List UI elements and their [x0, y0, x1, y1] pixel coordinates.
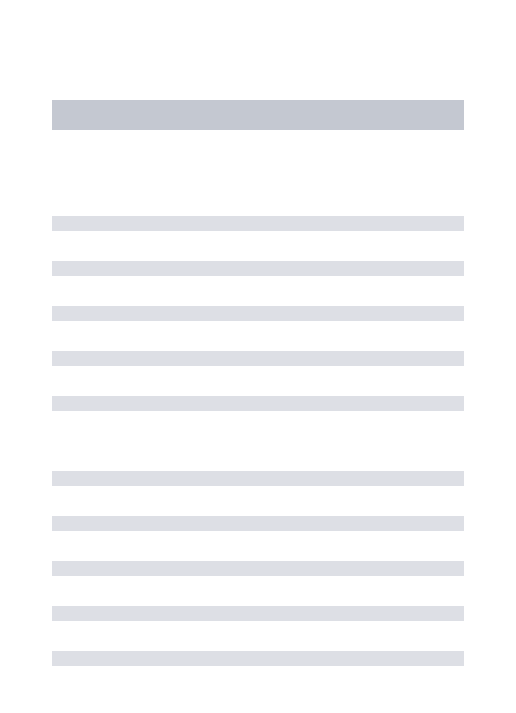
header-placeholder	[52, 100, 464, 130]
skeleton-container	[0, 0, 516, 666]
section-gap	[52, 441, 464, 471]
text-line-placeholder	[52, 516, 464, 531]
text-line-placeholder	[52, 651, 464, 666]
text-line-placeholder	[52, 306, 464, 321]
text-line-placeholder	[52, 606, 464, 621]
text-line-placeholder	[52, 216, 464, 231]
text-line-placeholder	[52, 396, 464, 411]
text-line-placeholder	[52, 471, 464, 486]
text-line-placeholder	[52, 351, 464, 366]
section-1	[52, 216, 464, 411]
text-line-placeholder	[52, 261, 464, 276]
text-line-placeholder	[52, 561, 464, 576]
section-2	[52, 471, 464, 666]
